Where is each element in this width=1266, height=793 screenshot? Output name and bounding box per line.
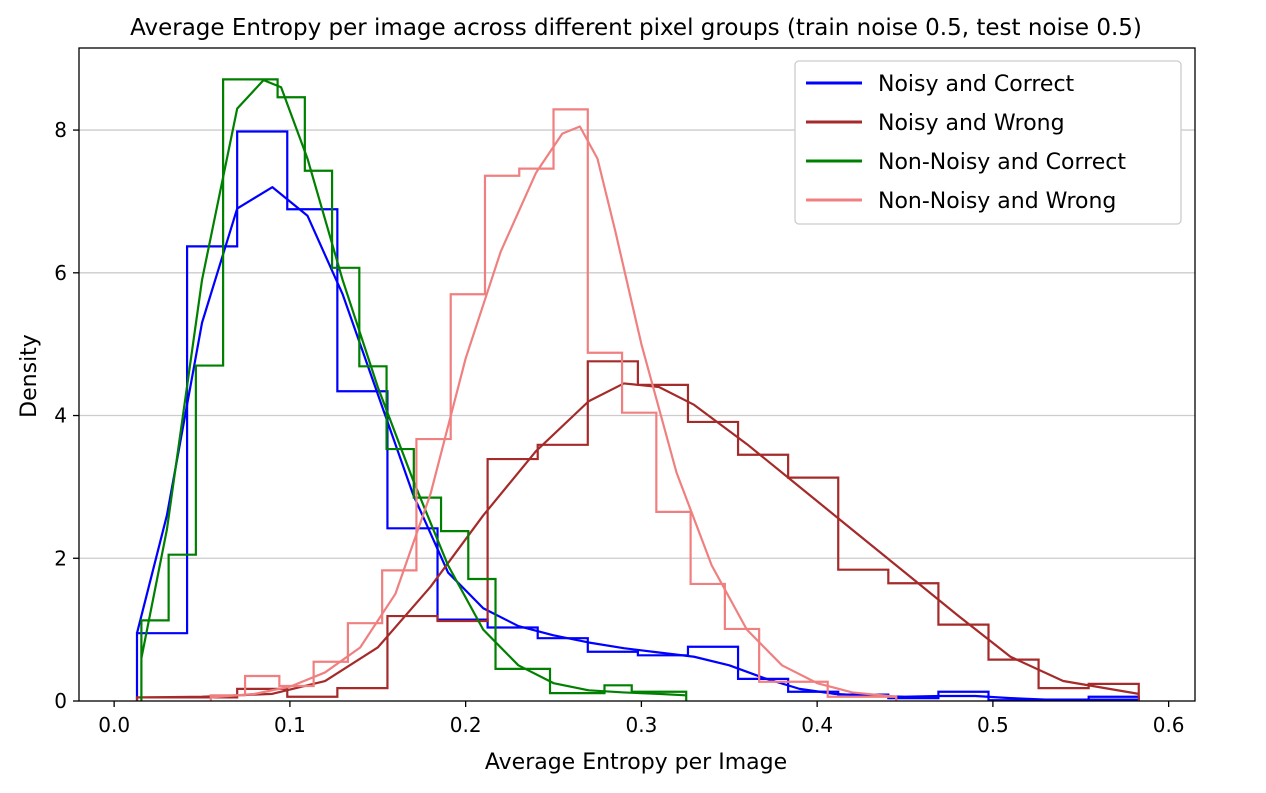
grid-lines bbox=[79, 129, 1195, 559]
legend: Noisy and Correct Noisy and Wrong Non-Nois… bbox=[794, 60, 1182, 225]
x-tick-label: 0.2 bbox=[450, 713, 482, 737]
series-2 bbox=[140, 78, 688, 701]
series-0 bbox=[135, 130, 1140, 702]
x-tick-label: 0.1 bbox=[274, 713, 306, 737]
kde-curve-series-1 bbox=[136, 382, 1139, 699]
x-tick-label: 0.3 bbox=[625, 713, 657, 737]
y-axis-label: Density bbox=[17, 334, 42, 418]
y-tick-label: 0 bbox=[54, 689, 67, 713]
series-3 bbox=[209, 108, 898, 701]
series-1 bbox=[135, 360, 1140, 701]
x-tick-label: 0.0 bbox=[98, 713, 130, 737]
legend-label: Noisy and Correct bbox=[878, 72, 1075, 97]
histogram-step-series-0 bbox=[135, 130, 1140, 702]
kde-curve-series-2 bbox=[140, 79, 686, 697]
axis-ticks: 0 2 4 6 8 0.0 0.1 0.2 0.3 0.4 0.5 0.6 bbox=[54, 118, 1184, 737]
x-tick-label: 0.5 bbox=[977, 713, 1009, 737]
legend-label: Non-Noisy and Wrong bbox=[878, 189, 1116, 214]
chart-title: Average Entropy per image across differe… bbox=[130, 15, 1142, 41]
plot-frame bbox=[78, 47, 1196, 702]
histogram-step-series-3 bbox=[209, 108, 898, 701]
plot-series bbox=[135, 78, 1140, 702]
legend-label: Non-Noisy and Correct bbox=[878, 150, 1126, 175]
y-tick-label: 4 bbox=[54, 404, 67, 428]
x-axis-label: Average Entropy per Image bbox=[485, 750, 787, 775]
kde-curve-series-0 bbox=[135, 186, 1139, 701]
legend-box bbox=[794, 60, 1182, 225]
kde-curve-series-3 bbox=[210, 125, 897, 699]
x-tick-label: 0.4 bbox=[801, 713, 833, 737]
x-tick-label: 0.6 bbox=[1153, 713, 1185, 737]
legend-label: Noisy and Wrong bbox=[878, 111, 1065, 136]
y-tick-label: 8 bbox=[54, 118, 67, 142]
y-tick-label: 6 bbox=[54, 261, 67, 285]
y-tick-label: 2 bbox=[54, 546, 67, 570]
